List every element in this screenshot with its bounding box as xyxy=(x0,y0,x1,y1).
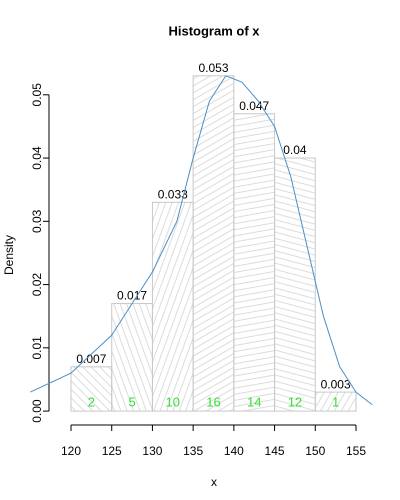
bar xyxy=(111,303,153,412)
bar xyxy=(233,113,276,412)
x-tick-label: 135 xyxy=(183,444,203,458)
y-tick-label: 0.04 xyxy=(30,146,44,170)
bar-count-label: 2 xyxy=(88,395,95,410)
y-tick-label: 0.05 xyxy=(30,83,44,107)
y-tick-label: 0.00 xyxy=(30,399,44,423)
x-tick-label: 130 xyxy=(142,444,162,458)
x-tick-label: 120 xyxy=(61,444,81,458)
x-tick-label: 150 xyxy=(305,444,325,458)
bar-value-label: 0.007 xyxy=(76,352,106,366)
y-tick-label: 0.02 xyxy=(30,273,44,297)
bar xyxy=(314,391,357,412)
x-tick-label: 140 xyxy=(224,444,244,458)
bar-count-label: 12 xyxy=(288,395,302,410)
x-tick-label: 155 xyxy=(346,444,366,458)
x-axis-label: x xyxy=(211,475,217,489)
bar-count-label: 16 xyxy=(206,395,220,410)
bar-count-label: 10 xyxy=(166,395,180,410)
y-axis-label: Density xyxy=(2,235,16,275)
chart-title: Histogram of x xyxy=(168,23,260,38)
bar-count-label: 5 xyxy=(128,395,135,410)
bar xyxy=(151,201,194,412)
bar-value-label: 0.04 xyxy=(283,143,307,157)
y-tick-label: 0.03 xyxy=(30,209,44,233)
bar-value-label: 0.003 xyxy=(321,377,351,391)
y-tick-label: 0.01 xyxy=(30,336,44,360)
bar-value-label: 0.053 xyxy=(198,61,228,75)
density-line xyxy=(30,75,373,406)
bar-count-label: 14 xyxy=(247,395,261,410)
bar-count-label: 1 xyxy=(332,395,339,410)
bar-value-label: 0.047 xyxy=(239,99,269,113)
x-tick-label: 145 xyxy=(265,444,285,458)
bar xyxy=(274,157,316,412)
bar-value-label: 0.017 xyxy=(117,289,147,303)
bar-value-label: 0.033 xyxy=(158,188,188,202)
bar xyxy=(70,366,113,412)
bar xyxy=(192,75,235,412)
x-tick-label: 125 xyxy=(102,444,122,458)
